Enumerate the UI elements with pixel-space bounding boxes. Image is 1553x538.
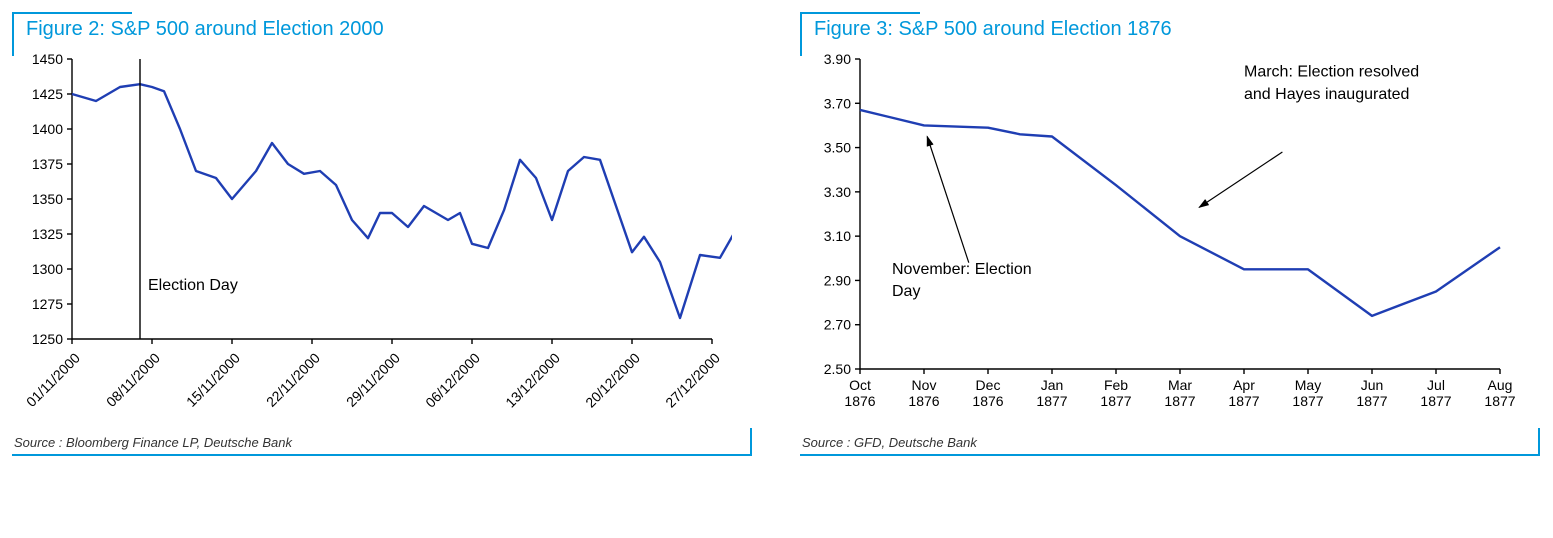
corner-rule-h [800,454,1540,456]
corner-rule-h [800,12,920,14]
svg-text:1250: 1250 [32,331,63,347]
annotation-text: Day [892,283,920,300]
svg-text:3.90: 3.90 [824,51,851,67]
corner-rule-v [12,12,14,56]
svg-text:1275: 1275 [32,296,63,312]
annotation-arrow [927,137,969,263]
line-chart: 2.50 2.70 2.90 3.10 3.30 3.50 3.70 3.90 Oct1876 N… [800,49,1520,429]
svg-text:06/12/2000: 06/12/2000 [422,350,483,411]
figure-title-bar: Figure 3: S&P 500 around Election 1876 [800,12,1540,49]
svg-text:Nov1876: Nov1876 [908,377,939,409]
annotation-text: Election Day [148,277,238,294]
svg-text:2.90: 2.90 [824,272,851,288]
svg-text:1300: 1300 [32,261,63,277]
figure-source-bar: Source : GFD, Deutsche Bank [800,429,1540,456]
svg-text:20/12/2000: 20/12/2000 [582,350,643,411]
figure-fig3: Figure 3: S&P 500 around Election 1876 2.… [800,12,1540,456]
corner-rule-v [800,12,802,56]
figure-title: Figure 2: S&P 500 around Election 2000 [26,18,384,40]
svg-text:2.70: 2.70 [824,317,851,333]
figure-title-bar: Figure 2: S&P 500 around Election 2000 [12,12,752,49]
svg-text:15/11/2000: 15/11/2000 [183,350,243,410]
chart-area: 1250 1275 1300 1325 1350 1375 1400 1425 1450 01/1… [12,49,752,429]
corner-rule-h [12,454,752,456]
svg-text:1325: 1325 [32,226,63,242]
annotation-text: March: Election resolved [1244,64,1419,81]
corner-rule-v [1538,428,1540,456]
figures-row: Figure 2: S&P 500 around Election 2000 12… [12,12,1541,456]
svg-text:Apr1877: Apr1877 [1228,377,1259,409]
svg-text:3.70: 3.70 [824,95,851,111]
svg-text:29/11/2000: 29/11/2000 [343,350,403,410]
svg-text:1400: 1400 [32,121,63,137]
line-chart: 1250 1275 1300 1325 1350 1375 1400 1425 1450 01/1… [12,49,732,429]
chart-area: 2.50 2.70 2.90 3.10 3.30 3.50 3.70 3.90 Oct1876 N… [800,49,1540,429]
svg-text:1375: 1375 [32,156,63,172]
corner-rule-v [750,428,752,456]
svg-text:Mar1877: Mar1877 [1164,377,1195,409]
corner-rule-h [12,12,132,14]
svg-text:2.50: 2.50 [824,361,851,377]
svg-text:08/11/2000: 08/11/2000 [103,350,163,410]
svg-text:Jun1877: Jun1877 [1356,377,1387,409]
svg-text:27/12/2000: 27/12/2000 [662,350,723,411]
svg-text:13/12/2000: 13/12/2000 [502,350,563,411]
svg-text:1450: 1450 [32,51,63,67]
svg-text:Aug1877: Aug1877 [1484,377,1515,409]
svg-text:Jul1877: Jul1877 [1420,377,1451,409]
figure-source-bar: Source : Bloomberg Finance LP, Deutsche … [12,429,752,456]
svg-text:22/11/2000: 22/11/2000 [263,350,323,410]
annotation-arrow [1199,152,1282,207]
svg-text:Feb1877: Feb1877 [1100,377,1131,409]
svg-text:May1877: May1877 [1292,377,1323,409]
figure-fig2: Figure 2: S&P 500 around Election 2000 12… [12,12,752,456]
svg-text:3.50: 3.50 [824,140,851,156]
svg-text:Jan1877: Jan1877 [1036,377,1067,409]
annotation-text: November: Election [892,261,1032,278]
series-line [860,110,1500,316]
svg-text:Dec1876: Dec1876 [972,377,1003,409]
svg-text:01/11/2000: 01/11/2000 [23,350,83,410]
figure-source: Source : GFD, Deutsche Bank [802,435,977,450]
figure-title: Figure 3: S&P 500 around Election 1876 [814,18,1172,40]
figure-source: Source : Bloomberg Finance LP, Deutsche … [14,435,292,450]
svg-text:3.10: 3.10 [824,228,851,244]
svg-text:1350: 1350 [32,191,63,207]
svg-text:3.30: 3.30 [824,184,851,200]
svg-text:1425: 1425 [32,86,63,102]
svg-text:Oct1876: Oct1876 [844,377,875,409]
annotation-text: and Hayes inaugurated [1244,86,1409,103]
